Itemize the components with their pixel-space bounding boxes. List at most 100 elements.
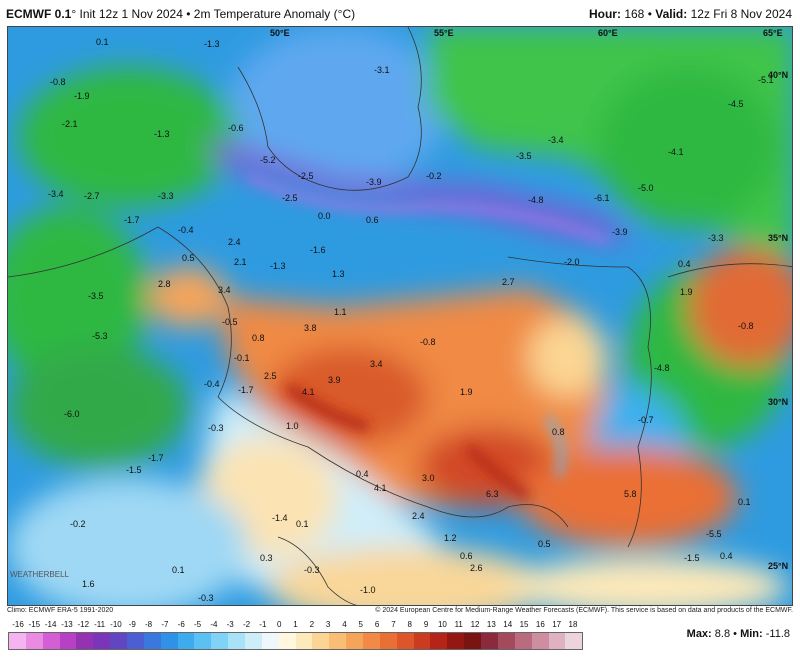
value-label: 2.5 — [264, 371, 277, 381]
scale-label: -6 — [177, 620, 185, 629]
value-label: 1.0 — [286, 421, 299, 431]
value-label: -1.7 — [124, 215, 140, 225]
value-label: 5.8 — [624, 489, 637, 499]
scale-labels: -16 -15 -14 -13 -12 -11 -10 -9 -8 -7 -6 -5 -4 -3 -2 -1 0… — [8, 620, 583, 632]
value-label: -1.5 — [684, 553, 700, 563]
scale-swatch — [295, 633, 313, 649]
latitude-labels: 40°N 35°N 30°N 25°N — [768, 70, 788, 571]
max-label: Max: — [686, 628, 712, 640]
value-label: 2.1 — [234, 257, 247, 267]
value-label: 1.6 — [82, 579, 95, 589]
value-label: -1.3 — [204, 39, 220, 49]
scale-label: -2 — [242, 620, 251, 629]
scale-swatch — [379, 633, 397, 649]
value-label: -2.1 — [62, 119, 78, 129]
value-label: 0.1 — [96, 37, 109, 47]
scale-label: -13 — [61, 620, 73, 629]
scale-label: 16 — [535, 620, 545, 629]
value-label: -5.3 — [92, 331, 108, 341]
valid-value: 12z Fri 8 Nov 2024 — [690, 7, 792, 21]
value-label: 0.4 — [720, 551, 733, 561]
scale-label: 7 — [391, 620, 396, 629]
lon-label-60: 60°E — [598, 28, 618, 38]
value-label: -1.3 — [154, 129, 170, 139]
value-label: -1.3 — [270, 261, 286, 271]
value-label: -2.0 — [564, 257, 580, 267]
value-label: -3.9 — [612, 227, 628, 237]
value-label: 1.2 — [444, 533, 457, 543]
scale-label: 4 — [342, 620, 347, 629]
scale-label: 3 — [325, 620, 331, 629]
value-label: -3.1 — [374, 65, 390, 75]
hour-value: 168 — [624, 7, 645, 21]
map-svg: 50°E 55°E 60°E 65°E 40°N 35°N 30°N 25°N … — [8, 27, 792, 605]
anomaly-detail — [246, 174, 610, 501]
scale-swatch — [261, 633, 279, 649]
degree-symbol: ° — [71, 7, 77, 21]
init-time: Init 12z 1 Nov 2024 — [79, 7, 183, 21]
value-label: -3.5 — [516, 151, 532, 161]
scale-label: 17 — [552, 620, 562, 629]
value-label: -0.2 — [426, 171, 442, 181]
scale-label: 1 — [293, 620, 298, 629]
scale-swatch — [127, 633, 144, 649]
scale-label: -10 — [110, 620, 122, 629]
value-label: -4.5 — [728, 99, 744, 109]
separator-2: • — [647, 7, 652, 21]
value-label: 3.8 — [304, 323, 317, 333]
value-label: 4.1 — [302, 387, 315, 397]
scale-label: 5 — [358, 620, 364, 629]
scale-swatch — [548, 633, 566, 649]
value-label: 0.1 — [296, 519, 309, 529]
scale-label: -16 — [12, 620, 24, 629]
scale-swatch — [228, 633, 246, 649]
value-label: 2.4 — [228, 237, 241, 247]
value-label: -1.9 — [74, 91, 90, 101]
value-label: -5.5 — [706, 529, 722, 539]
scale-label: 18 — [568, 620, 578, 629]
scale-swatch — [329, 633, 347, 649]
longitude-labels: 50°E 55°E 60°E 65°E — [270, 28, 783, 38]
ecmwf-credit: © 2024 European Centre for Medium-Range … — [375, 607, 793, 614]
scale-swatch — [211, 633, 229, 649]
scale-bar — [8, 632, 583, 650]
value-label: 0.8 — [552, 427, 565, 437]
scale-label: -3 — [226, 620, 234, 629]
scale-label: -9 — [128, 620, 136, 629]
value-label: 3.4 — [370, 359, 383, 369]
value-label: -3.5 — [88, 291, 104, 301]
scale-swatch — [312, 633, 330, 649]
value-label: -0.1 — [234, 353, 250, 363]
scale-label: 6 — [374, 620, 380, 629]
value-label: -2.7 — [84, 191, 100, 201]
value-label: 0.0 — [318, 211, 331, 221]
value-label: 0.5 — [182, 253, 195, 263]
scale-label: -1 — [259, 620, 267, 629]
lat-label-35: 35°N — [768, 233, 788, 243]
lat-label-40: 40°N — [768, 70, 788, 80]
value-label: -6.1 — [594, 193, 610, 203]
value-label: 0.6 — [460, 551, 473, 561]
scale-label: 15 — [519, 620, 529, 629]
header-valid: Hour: 168 • Valid: 12z Fri 8 Nov 2024 — [589, 7, 792, 21]
lat-label-25: 25°N — [768, 561, 788, 571]
value-label: -3.3 — [158, 191, 174, 201]
value-label: -5.2 — [260, 155, 276, 165]
scale-label: -7 — [161, 620, 169, 629]
scale-label: 11 — [454, 620, 463, 629]
value-label: 1.3 — [332, 269, 345, 279]
value-label: 0.4 — [678, 259, 691, 269]
value-label: 4.1 — [374, 483, 387, 493]
min-label: Min: — [740, 628, 763, 640]
scale-swatch — [565, 633, 583, 649]
scale-swatch — [143, 633, 161, 649]
color-scale: -16 -15 -14 -13 -12 -11 -10 -9 -8 -7 -6 -5 -4 -3 -2 -1 0… — [8, 620, 583, 656]
max-value: 8.8 — [714, 628, 731, 640]
scale-swatch — [59, 633, 77, 649]
value-label: -1.7 — [148, 453, 164, 463]
value-label: -0.8 — [50, 77, 66, 87]
value-label: -0.3 — [208, 423, 224, 433]
scale-swatch — [245, 633, 262, 649]
watermark-logo: WEATHERBELL — [10, 570, 69, 579]
scale-swatch — [194, 633, 212, 649]
